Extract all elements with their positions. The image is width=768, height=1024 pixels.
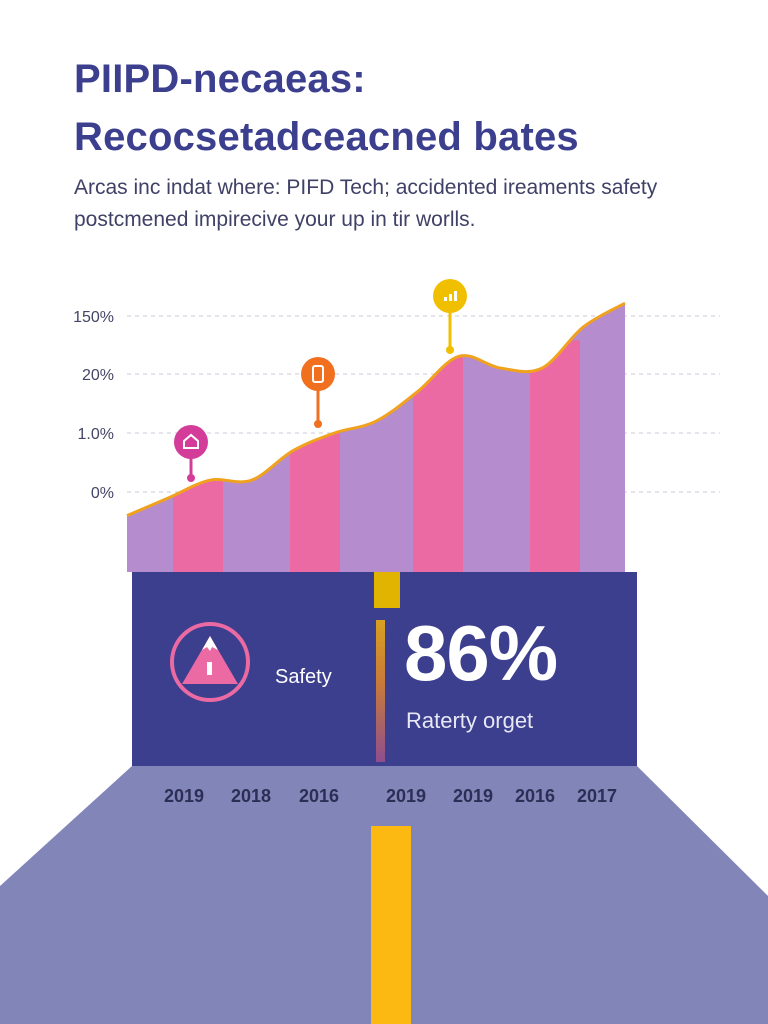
subtitle: Arcas inc indat where: PIFD Tech; accide… — [74, 172, 714, 236]
bar — [413, 346, 463, 572]
warning-triangle-icon — [170, 622, 250, 702]
year-label: 2016 — [298, 786, 340, 806]
year-label: 2019 — [163, 786, 205, 806]
road-illustration — [0, 766, 768, 1024]
year-label: 2018 — [230, 786, 272, 806]
y-tick-label: 20% — [82, 367, 114, 384]
stat-label: Safety — [275, 666, 332, 688]
title-line-1: PIIPD-necaeas: — [74, 57, 366, 101]
year-label: 2019 — [452, 786, 494, 806]
area-chart: 150% 20% 1.0% 0% — [73, 279, 720, 572]
road-center-line — [371, 826, 411, 1024]
stat-panel: Safety 86% Raterty orget — [132, 572, 637, 766]
title-line-2: Recocsetadceacned bates — [74, 115, 579, 159]
page-title: PIIPD-necaeas: Recocsetadceacned bates — [74, 50, 714, 166]
marker-dot — [314, 420, 322, 428]
divider-notch — [374, 572, 400, 608]
battery-icon — [301, 357, 335, 391]
marker-dot — [446, 346, 454, 354]
series-line — [126, 301, 626, 517]
house-icon — [174, 425, 208, 459]
divider-bar — [376, 620, 385, 762]
subtitle-line-2: postcmened impirecive your up in tir wor… — [74, 208, 476, 231]
stat-caption: Raterty orget — [406, 708, 534, 733]
year-label: 2017 — [576, 786, 618, 806]
battery-glyph — [312, 365, 324, 383]
area-fill — [127, 303, 625, 572]
marker-dot — [187, 474, 195, 482]
year-label: 2019 — [385, 786, 427, 806]
year-label: 2016 — [514, 786, 556, 806]
bar-chart-glyph — [454, 291, 457, 301]
subtitle-line-1: Arcas inc indat where: PIFD Tech; accide… — [74, 176, 658, 199]
bar-chart-glyph — [444, 297, 447, 301]
house-glyph — [183, 433, 199, 449]
bar-chart-glyph — [449, 294, 452, 301]
bar — [530, 340, 580, 572]
y-tick-label: 150% — [73, 309, 114, 326]
y-tick-label: 0% — [91, 485, 114, 502]
stat-value: 86% — [404, 609, 558, 697]
y-tick-label: 1.0% — [78, 426, 114, 443]
